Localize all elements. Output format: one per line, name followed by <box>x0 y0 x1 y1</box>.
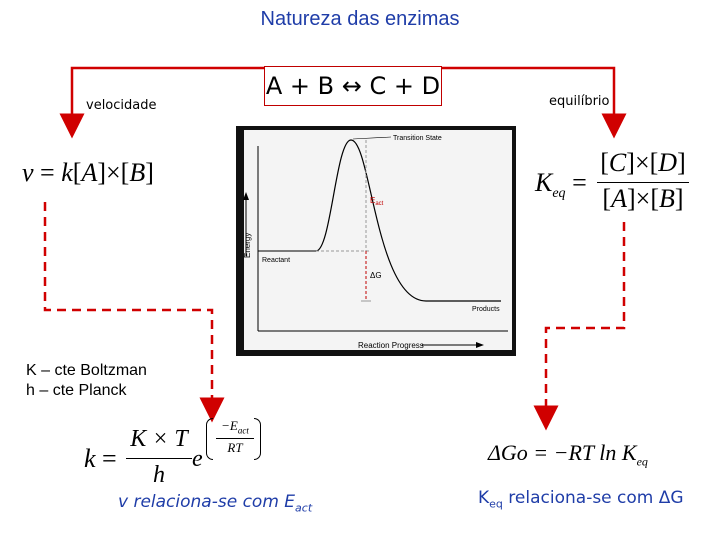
energy-axis-label: Energy <box>243 233 252 258</box>
keq-numerator: [C]×[D] <box>600 148 686 177</box>
transition-state-label: Transition State <box>393 135 442 142</box>
reaction-equation: A + B ↔ C + D <box>264 66 442 106</box>
gibbs-equation: ΔGo = −RT ln Keq <box>488 440 648 469</box>
keq-sub: eq <box>552 186 566 202</box>
arrow-to-velocidade <box>59 66 264 139</box>
keq-eq: = <box>572 168 587 197</box>
rate-law-k: k <box>61 158 73 187</box>
x-axis-label: Reaction Progress <box>358 341 424 350</box>
products-label: Products <box>472 306 500 313</box>
reactant-label: Reactant <box>262 257 290 264</box>
page-title: Natureza das enzimas <box>260 8 460 30</box>
rate-law-b: B <box>129 158 146 187</box>
conclusion-velocity: v relaciona-se com Eact <box>118 492 313 515</box>
constant-planck: h – cte Planck <box>26 382 127 399</box>
dg-label: ΔG <box>370 271 382 280</box>
keq-law: Keq = [C]×[D] [A]×[B] <box>535 148 715 218</box>
conclusion-keq: Keq relaciona-se com ΔG <box>478 488 684 511</box>
keq-k: K <box>535 168 553 197</box>
eyring-numerator: K × T <box>130 426 188 452</box>
rate-law-eq: = <box>40 158 55 187</box>
eyring-equation: k = K × T h e −Eact RT <box>84 418 284 494</box>
rate-law-v: v <box>22 158 34 187</box>
eyring-denominator: h <box>153 462 165 488</box>
keq-denominator: [A]×[B] <box>602 184 684 213</box>
label-equilibrio: equilíbrio <box>549 94 610 109</box>
rate-law-times: × <box>106 158 121 187</box>
arrow-to-equilibrio <box>442 66 627 139</box>
eyring-exponent: −Eact RT <box>206 418 262 462</box>
rate-law: v = k[A]×[B] <box>22 158 154 187</box>
energy-diagram: Energy Transition State Eact Reactant ΔG… <box>236 126 516 356</box>
label-velocidade: velocidade <box>86 98 157 113</box>
keq-fraction-bar <box>597 182 689 183</box>
rate-law-a: A <box>81 158 98 187</box>
arrow-rate-to-eyring <box>43 202 225 423</box>
eyring-fraction-bar <box>126 458 192 459</box>
eact-label: Eact <box>370 196 384 207</box>
eyring-e: e <box>192 446 203 472</box>
arrow-keq-to-gibbs <box>533 222 626 431</box>
energy-curve <box>315 139 501 302</box>
constant-boltzman: K – cte Boltzman <box>26 362 147 379</box>
